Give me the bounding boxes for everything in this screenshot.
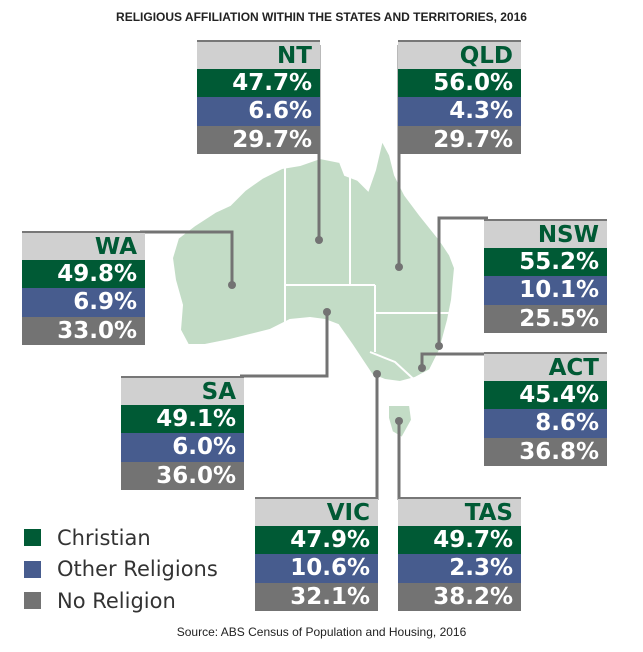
christian-value: 47.9% xyxy=(255,525,378,554)
legend-item-none: No Religion xyxy=(24,585,218,617)
other-religions-value: 6.6% xyxy=(197,97,320,126)
no-religion-value: 29.7% xyxy=(398,125,521,154)
other-religions-value: 10.1% xyxy=(484,276,607,305)
christian-value: 55.2% xyxy=(484,247,607,276)
none-swatch xyxy=(24,592,41,610)
chart-title: RELIGIOUS AFFILIATION WITHIN THE STATES … xyxy=(116,10,527,24)
state-name: WA xyxy=(22,231,145,260)
christian-value: 47.7% xyxy=(197,68,320,97)
legend-label: No Religion xyxy=(57,588,176,613)
christian-value: 56.0% xyxy=(398,68,521,97)
legend-label: Other Religions xyxy=(57,557,218,582)
state-box-vic: VIC 47.9% 10.6% 32.1% xyxy=(255,497,378,611)
state-name: TAS xyxy=(398,497,521,526)
state-name: QLD xyxy=(398,40,521,69)
other-religions-value: 4.3% xyxy=(398,97,521,126)
state-box-nt: NT 47.7% 6.6% 29.7% xyxy=(197,40,320,154)
no-religion-value: 29.7% xyxy=(197,125,320,154)
other-swatch xyxy=(24,560,41,578)
no-religion-value: 33.0% xyxy=(22,316,145,345)
state-name: VIC xyxy=(255,497,378,526)
state-box-sa: SA 49.1% 6.0% 36.0% xyxy=(121,376,244,490)
state-box-tas: TAS 49.7% 2.3% 38.2% xyxy=(398,497,521,611)
state-name: ACT xyxy=(484,352,607,381)
no-religion-value: 36.8% xyxy=(484,437,607,466)
christian-value: 45.4% xyxy=(484,380,607,409)
other-religions-value: 6.9% xyxy=(22,288,145,317)
source-note: Source: ABS Census of Population and Hou… xyxy=(176,625,467,639)
state-box-qld: QLD 56.0% 4.3% 29.7% xyxy=(398,40,521,154)
other-religions-value: 10.6% xyxy=(255,554,378,583)
other-religions-value: 6.0% xyxy=(121,433,244,462)
legend-item-other: Other Religions xyxy=(24,554,218,586)
state-box-nsw: NSW 55.2% 10.1% 25.5% xyxy=(484,219,607,333)
state-name: SA xyxy=(121,376,244,405)
other-religions-value: 8.6% xyxy=(484,409,607,438)
legend-label: Christian xyxy=(57,525,151,550)
christian-value: 49.7% xyxy=(398,525,521,554)
no-religion-value: 36.0% xyxy=(121,461,244,490)
christian-value: 49.8% xyxy=(22,259,145,288)
mainland-shape xyxy=(170,137,457,384)
legend-item-christian: Christian xyxy=(24,522,218,554)
no-religion-value: 38.2% xyxy=(398,582,521,611)
location-dots xyxy=(228,236,443,425)
state-box-wa: WA 49.8% 6.9% 33.0% xyxy=(22,231,145,345)
state-name: NT xyxy=(197,40,320,69)
legend: Christian Other Religions No Religion xyxy=(24,522,218,617)
no-religion-value: 25.5% xyxy=(484,304,607,333)
state-name: NSW xyxy=(484,219,607,248)
no-religion-value: 32.1% xyxy=(255,582,378,611)
state-box-act: ACT 45.4% 8.6% 36.8% xyxy=(484,352,607,466)
christian-value: 49.1% xyxy=(121,404,244,433)
christian-swatch xyxy=(24,529,41,547)
other-religions-value: 2.3% xyxy=(398,554,521,583)
